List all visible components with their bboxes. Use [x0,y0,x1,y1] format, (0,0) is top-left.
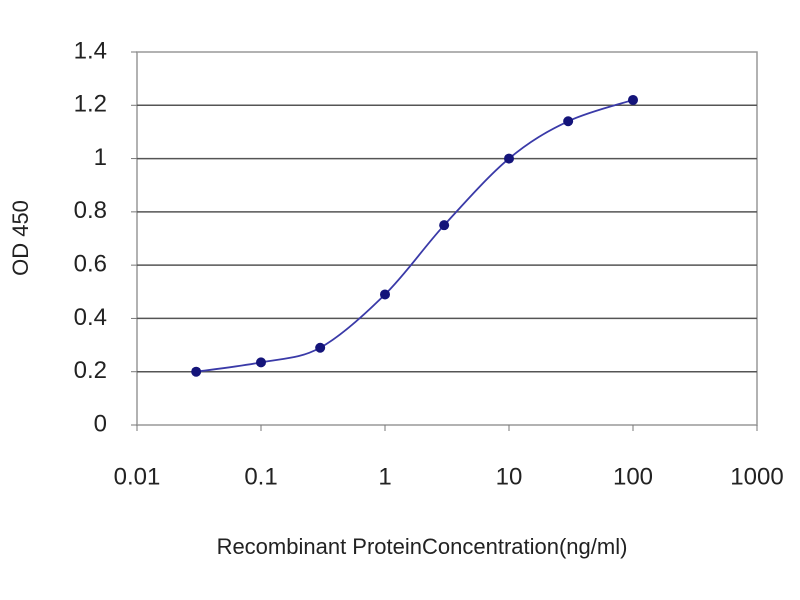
x-tick-label: 0.1 [244,463,277,490]
point [439,220,450,231]
x-tick-label: 1000 [730,463,783,490]
point [504,153,514,164]
y-tick-label: 1.2 [74,91,107,118]
x-tick-label: 10 [496,463,523,490]
y-tick-label: 0.2 [74,357,107,384]
x-tick-label: 0.01 [114,463,161,490]
point [191,366,202,377]
y-tick-label: 1.4 [74,37,107,64]
x-tick-label: 1 [378,463,391,490]
y-axis-label: OD 450 [8,200,33,276]
y-tick-label: 1 [94,144,107,171]
y-tick-label: 0.4 [74,304,107,331]
y-tick-label: 0.8 [74,197,107,224]
curve [196,99,634,373]
y-tick-label: 0 [94,410,107,437]
point [628,94,638,105]
point [380,289,390,300]
y-tick-label: 0.6 [74,250,107,277]
x-tick-label: 100 [613,463,653,490]
point [563,116,574,127]
plot-area [136,51,758,426]
point [315,342,326,353]
point [256,357,266,368]
x-axis-label: Recombinant ProteinConcentration(ng/ml) [217,534,628,559]
